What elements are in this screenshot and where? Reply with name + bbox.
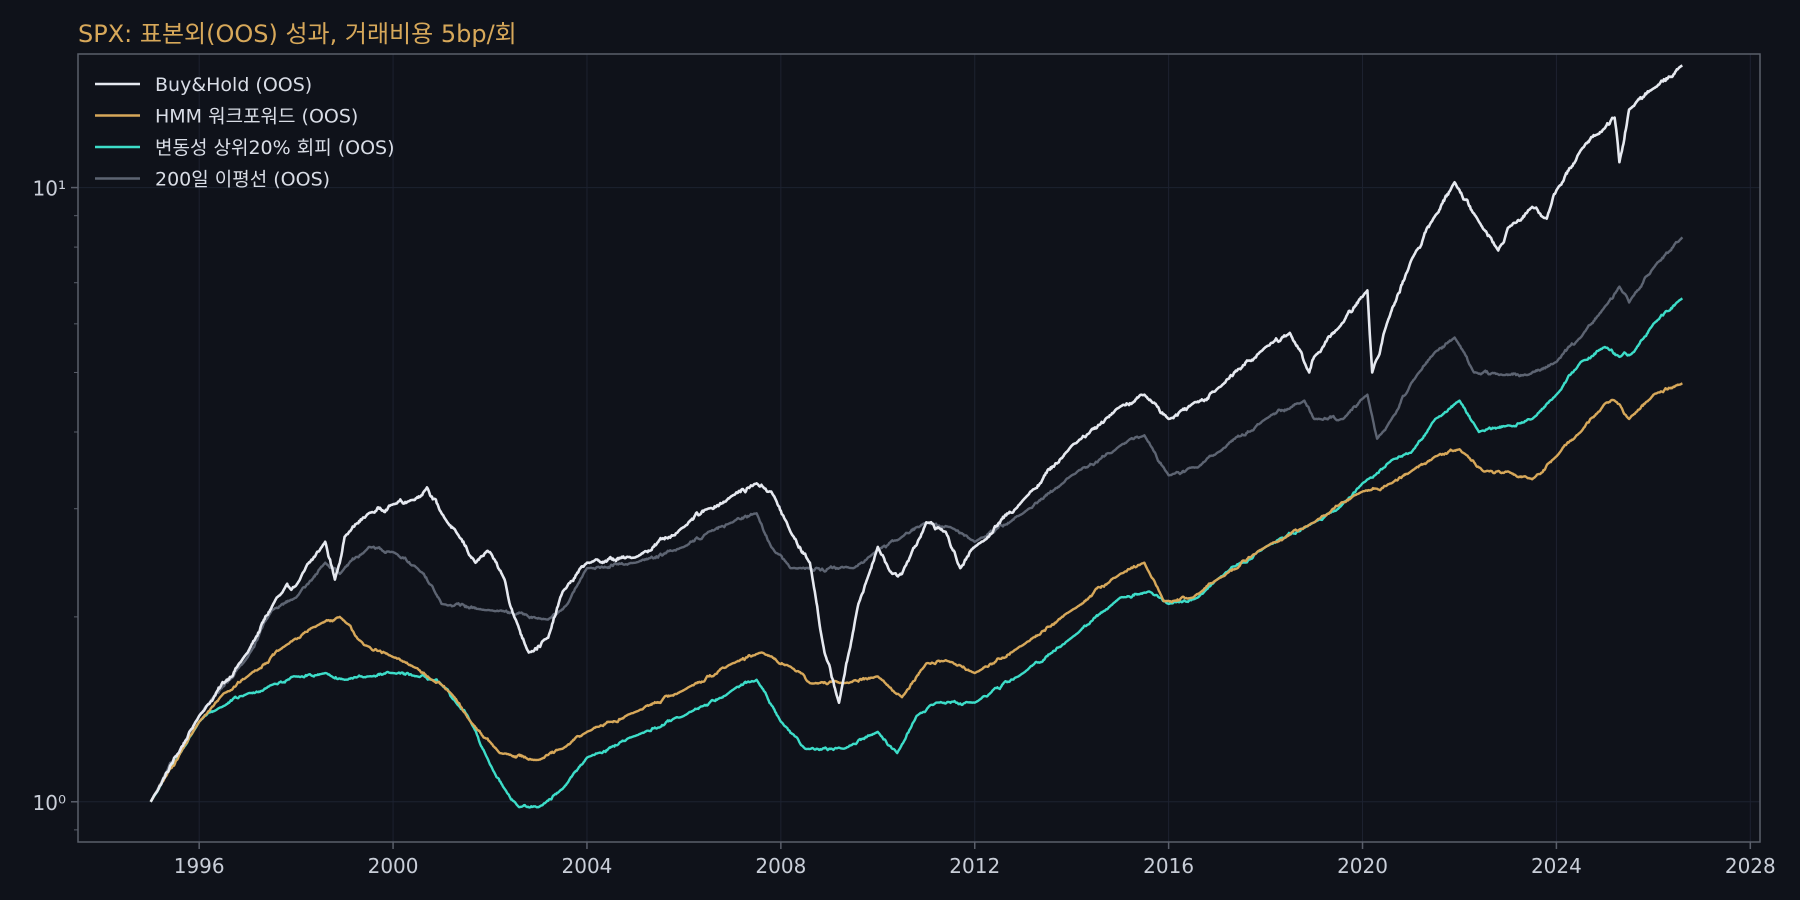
x-tick-label: 2004 (562, 854, 613, 878)
x-tick-label: 2020 (1337, 854, 1388, 878)
x-tick-label: 2016 (1143, 854, 1194, 878)
legend-label: HMM 워크포워드 (OOS) (155, 106, 358, 128)
legend[interactable]: Buy&Hold (OOS) HMM 워크포워드 (OOS) 변동성 상위20% 회… (95, 74, 395, 191)
series-line-3 (149, 236, 1684, 803)
x-tick-label: 1996 (174, 854, 225, 878)
legend-item-1[interactable]: HMM 워크포워드 (OOS) (95, 106, 358, 128)
x-tick-label: 2000 (368, 854, 419, 878)
x-tick-label: 2028 (1725, 854, 1776, 878)
x-tick-label: 2024 (1531, 854, 1582, 878)
series-line-2 (149, 297, 1684, 809)
y-tick-label: 10⁰ (33, 791, 66, 815)
legend-item-3[interactable]: 200일 이평선 (OOS) (95, 169, 330, 191)
axis-ticks: 1996 2000 2004 2008 2012 2016 2020 2024 2028 10⁰ 1… (33, 177, 1776, 878)
grid (78, 54, 1760, 842)
axes-frame (77, 53, 1761, 843)
legend-label: 200일 이평선 (OOS) (155, 169, 330, 191)
legend-item-0[interactable]: Buy&Hold (OOS) (95, 74, 312, 96)
x-tick-label: 2008 (755, 854, 806, 878)
legend-label: Buy&Hold (OOS) (155, 74, 312, 96)
series-lines (149, 64, 1684, 809)
chart-title: SPX: 표본외(OOS) 성과, 거래비용 5bp/회 (78, 20, 517, 48)
y-tick-label: 10¹ (33, 177, 66, 201)
series-line-0 (149, 64, 1683, 803)
x-tick-label: 2012 (949, 854, 1000, 878)
legend-item-2[interactable]: 변동성 상위20% 회피 (OOS) (95, 137, 395, 159)
series-line-1 (149, 382, 1683, 803)
legend-label: 변동성 상위20% 회피 (OOS) (155, 137, 395, 159)
